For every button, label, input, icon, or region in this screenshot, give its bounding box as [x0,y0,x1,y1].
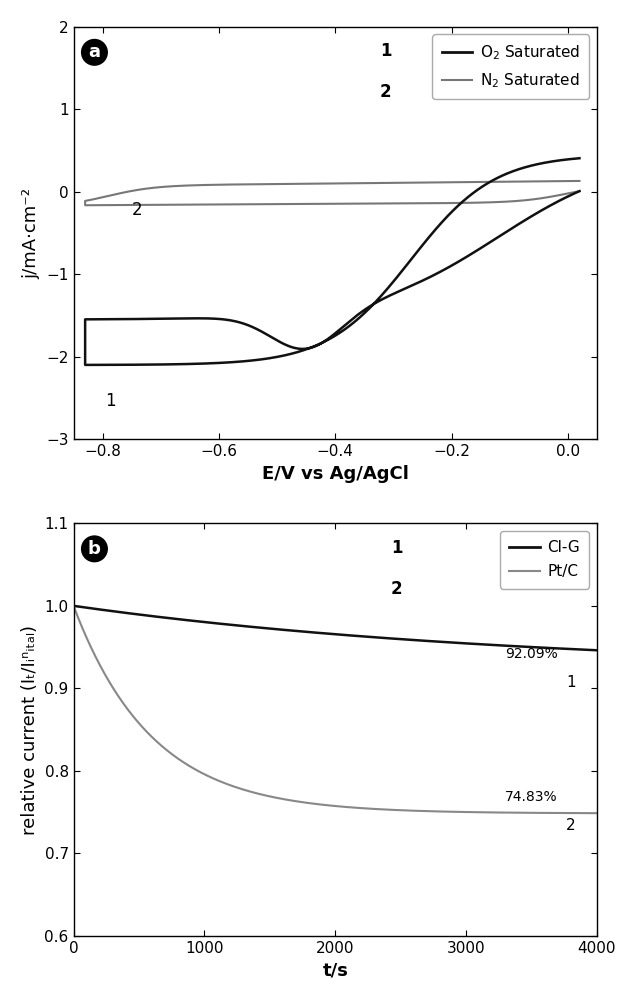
X-axis label: t/s: t/s [322,961,348,979]
Text: 2: 2 [132,201,142,219]
Y-axis label: relative current (Iₜ/Iᵢⁿᵢₜₐₗ): relative current (Iₜ/Iᵢⁿᵢₜₐₗ) [21,625,39,835]
Text: 1: 1 [566,675,576,690]
X-axis label: E/V vs Ag/AgCl: E/V vs Ag/AgCl [262,465,409,483]
Legend: Cl-G, Pt/C: Cl-G, Pt/C [500,531,589,588]
Text: 2: 2 [390,580,403,598]
Text: a: a [89,43,101,61]
Y-axis label: j/mA·cm⁻²: j/mA·cm⁻² [22,188,41,279]
Legend: O$_2$ Saturated, N$_2$ Saturated: O$_2$ Saturated, N$_2$ Saturated [433,34,589,99]
Text: 1: 1 [380,42,391,60]
Text: 92.09%: 92.09% [505,647,557,661]
Text: b: b [88,540,101,558]
Text: 1: 1 [106,392,116,410]
Text: 2: 2 [380,83,391,101]
Text: 2: 2 [566,818,576,833]
Text: 1: 1 [390,539,402,557]
Text: 74.83%: 74.83% [505,790,557,804]
